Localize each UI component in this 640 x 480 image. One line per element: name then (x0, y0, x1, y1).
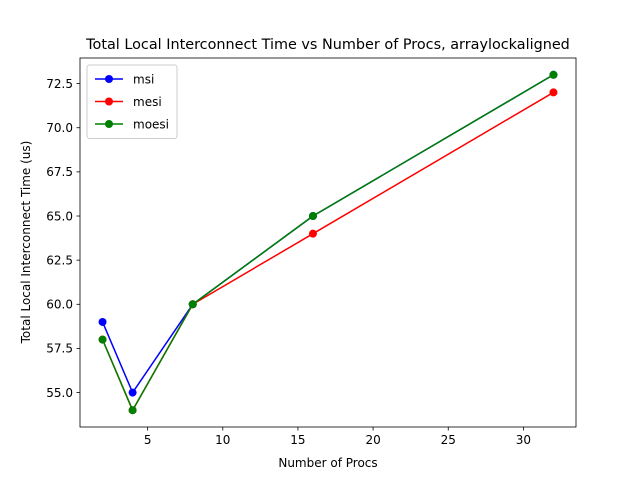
y-tick-label: 62.5 (46, 253, 73, 267)
x-tick-label: 30 (516, 433, 531, 447)
legend-marker-mesi (105, 97, 113, 106)
data-point-msi (98, 317, 107, 326)
legend-label-msi: msi (133, 72, 154, 86)
y-axis-label: Total Local Interconnect Time (us) (19, 141, 33, 345)
data-point-mesi (549, 88, 558, 97)
data-point-moesi (188, 300, 197, 309)
data-point-moesi (128, 406, 137, 415)
y-tick-label: 67.5 (46, 165, 73, 179)
data-point-mesi (308, 229, 317, 238)
y-tick-label: 65.0 (46, 209, 73, 223)
y-tick-label: 60.0 (46, 298, 73, 312)
y-tick-label: 57.5 (46, 342, 73, 356)
data-point-moesi (549, 70, 558, 79)
data-point-moesi (98, 335, 107, 344)
legend-marker-msi (105, 75, 113, 83)
plot-frame (79, 57, 577, 428)
chart-title: Total Local Interconnect Time vs Number … (85, 37, 570, 53)
x-tick-label: 15 (290, 433, 305, 447)
x-tick-label: 10 (215, 433, 230, 447)
y-tick-label: 72.5 (46, 77, 73, 91)
x-tick-label: 5 (144, 433, 152, 447)
y-tick-label: 55.0 (46, 386, 73, 400)
data-point-msi (128, 388, 137, 397)
legend-marker-moesi (105, 120, 113, 128)
legend-label-moesi: moesi (133, 117, 169, 131)
x-tick-label: 20 (365, 433, 380, 447)
x-axis-label: Number of Procs (278, 456, 377, 470)
y-tick-label: 70.0 (46, 121, 73, 135)
legend: msi mesi moesi (86, 64, 178, 139)
data-point-moesi (308, 212, 317, 221)
legend-label-mesi: mesi (133, 95, 162, 109)
x-tick-label: 25 (441, 433, 456, 447)
